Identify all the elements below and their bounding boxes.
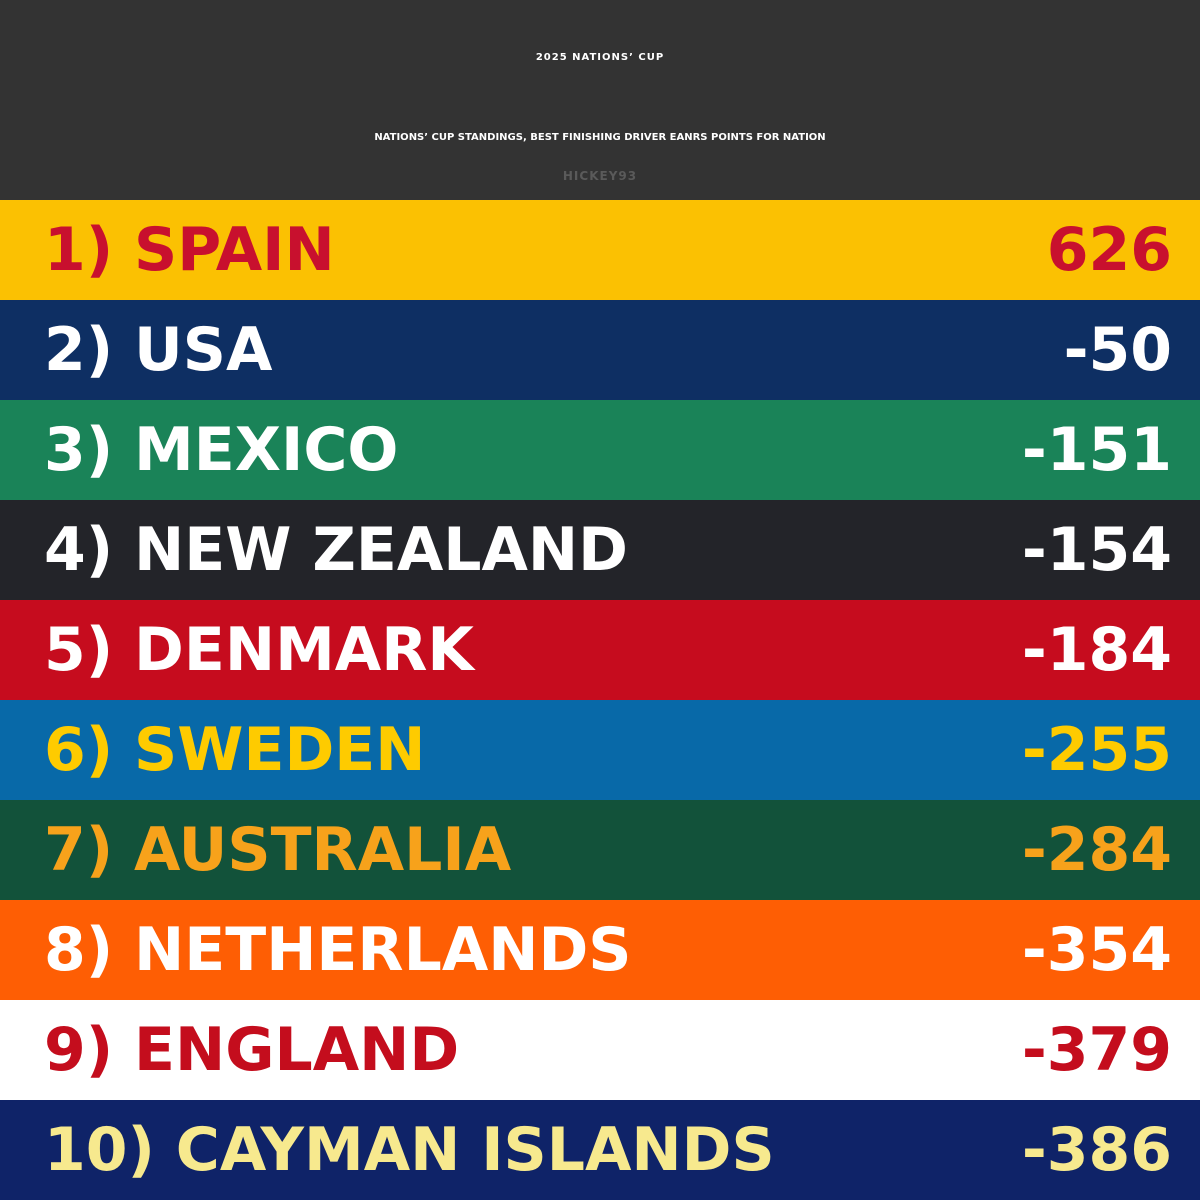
title: 2025 NATIONS’ CUP [535, 52, 665, 63]
nation-points: -354 [1021, 915, 1172, 985]
standing-row: 2) USA -50 [0, 300, 1200, 400]
nation-label: 8) NETHERLANDS [44, 915, 632, 985]
nation-points: -255 [1021, 715, 1172, 785]
nation-label: 10) CAYMAN ISLANDS [44, 1115, 775, 1185]
nation-points: -184 [1021, 615, 1172, 685]
nation-label: 5) DENMARK [44, 615, 474, 685]
nation-points: -284 [1021, 815, 1172, 885]
standings-list: 1) SPAIN 626 2) USA -50 3) MEXICO -151 4… [0, 200, 1200, 1200]
nation-points: -386 [1021, 1115, 1172, 1185]
nation-label: 4) NEW ZEALAND [44, 515, 628, 585]
standing-row: 7) AUSTRALIA -284 [0, 800, 1200, 900]
nation-points: -154 [1021, 515, 1172, 585]
nation-points: -50 [1063, 315, 1172, 385]
nation-label: 6) SWEDEN [44, 715, 426, 785]
standing-row: 9) ENGLAND -379 [0, 1000, 1200, 1100]
nation-points: 626 [1046, 215, 1172, 285]
subtitle: NATIONS’ CUP STANDINGS, BEST FINISHING D… [374, 132, 826, 143]
nation-points: -151 [1021, 415, 1172, 485]
standing-row: 1) SPAIN 626 [0, 200, 1200, 300]
nation-label: 3) MEXICO [44, 415, 399, 485]
standing-row: 8) NETHERLANDS -354 [0, 900, 1200, 1000]
nation-label: 7) AUSTRALIA [44, 815, 512, 885]
standing-row: 5) DENMARK -184 [0, 600, 1200, 700]
header: 2025 NATIONS’ CUP NATIONS’ CUP STANDINGS… [0, 0, 1200, 200]
standing-row: 4) NEW ZEALAND -154 [0, 500, 1200, 600]
standing-row: 10) CAYMAN ISLANDS -386 [0, 1100, 1200, 1200]
nation-label: 2) USA [44, 315, 273, 385]
standing-row: 6) SWEDEN -255 [0, 700, 1200, 800]
nation-points: -379 [1021, 1015, 1172, 1085]
standing-row: 3) MEXICO -151 [0, 400, 1200, 500]
nation-label: 9) ENGLAND [44, 1015, 460, 1085]
credit-watermark: HICKEY93 [562, 169, 638, 183]
nation-label: 1) SPAIN [44, 215, 335, 285]
